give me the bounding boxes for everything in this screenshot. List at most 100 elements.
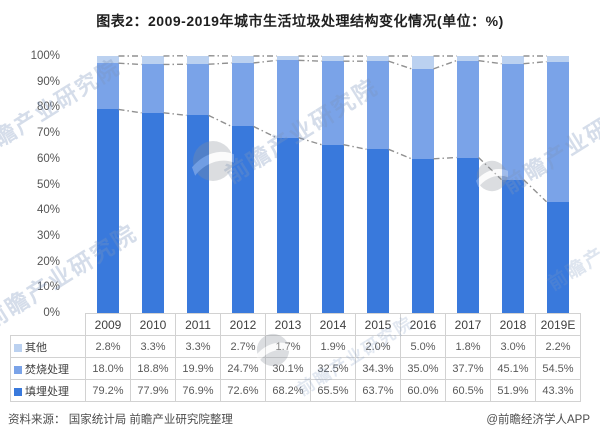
value-cell: 1.9%	[310, 335, 356, 358]
bar-segment	[231, 62, 254, 127]
value-cell: 24.7%	[220, 357, 266, 380]
value-cell: 68.2%	[265, 379, 311, 402]
chart-title: 图表2：2009-2019年城市生活垃圾处理结构变化情况(单位：%)	[96, 13, 504, 29]
bar-segment	[456, 60, 479, 158]
bar-segment	[411, 56, 434, 69]
value-cell: 65.5%	[310, 379, 356, 402]
legend-item: 焚烧处理	[10, 357, 86, 380]
value-cell: 3.3%	[175, 335, 221, 358]
year-cell: 2013	[265, 313, 311, 336]
value-cell: 1.7%	[265, 335, 311, 358]
value-cell: 63.7%	[355, 379, 401, 402]
year-cell: 2010	[130, 313, 176, 336]
bar-segment	[546, 56, 569, 62]
bar-segment	[141, 64, 164, 113]
y-tick-label: 90%	[36, 75, 60, 88]
value-cell: 32.5%	[310, 357, 356, 380]
bar-segment	[411, 158, 434, 313]
table-row: 填埋处理 79.2% 77.9% 76.9% 72.6% 68.2% 65.5% 63.7% 6…	[10, 379, 581, 402]
value-cell: 18.0%	[85, 357, 131, 380]
value-cell: 5.0%	[400, 335, 446, 358]
bar-segment	[276, 137, 299, 313]
legend-label: 填埋处理	[25, 385, 69, 398]
bar-segment	[546, 61, 569, 202]
credit-note: @前瞻经济学人APP	[486, 414, 590, 426]
footer: 资料来源： 国家统计局 前瞻产业研究院整理 @前瞻经济学人APP	[8, 411, 590, 427]
value-cell: 54.5%	[535, 357, 581, 380]
y-tick-label: 20%	[36, 255, 60, 268]
year-cell: 2018	[490, 313, 536, 336]
value-cell: 3.3%	[130, 335, 176, 358]
y-tick-label: 30%	[36, 229, 60, 242]
bar-segment	[321, 144, 344, 313]
bar-segment	[321, 56, 344, 62]
bar-segment	[186, 55, 209, 65]
value-cell: 35.0%	[400, 357, 446, 380]
year-cell: 2014	[310, 313, 356, 336]
year-cell: 2012	[220, 313, 266, 336]
value-cell: 51.9%	[490, 379, 536, 402]
value-cell: 19.9%	[175, 357, 221, 380]
y-tick-label: 50%	[36, 178, 60, 191]
value-cell: 60.5%	[445, 379, 491, 402]
y-tick-label: 40%	[36, 204, 60, 217]
bar-segment	[501, 179, 524, 313]
value-cell: 77.9%	[130, 379, 176, 402]
value-cell: 34.3%	[355, 357, 401, 380]
bar-segment	[96, 63, 119, 110]
value-cell: 1.8%	[445, 335, 491, 358]
y-tick-label: 10%	[36, 281, 60, 294]
value-cell: 60.0%	[400, 379, 446, 402]
value-cell: 72.6%	[220, 379, 266, 402]
y-tick-label: 60%	[36, 152, 60, 165]
year-cell: 2011	[175, 313, 221, 336]
bar-segment	[501, 56, 524, 64]
bar-segment	[366, 149, 389, 313]
legend-item: 填埋处理	[10, 379, 86, 402]
bar-segment	[276, 60, 299, 138]
bar-segment	[321, 61, 344, 145]
value-cell: 45.1%	[490, 357, 536, 380]
bar-segment	[276, 56, 299, 61]
bar-segment	[186, 64, 209, 116]
value-cell: 2.8%	[85, 335, 131, 358]
bar-segment	[456, 56, 479, 61]
bar-segment	[501, 63, 524, 180]
y-tick-label: 70%	[36, 127, 60, 140]
value-cell: 30.1%	[265, 357, 311, 380]
legend-item: 其他	[10, 335, 86, 358]
legend-swatch	[14, 365, 22, 374]
year-cell: 2019E	[535, 313, 581, 336]
bar-segment	[141, 112, 164, 313]
bar-segment	[456, 157, 479, 313]
value-cell: 76.9%	[175, 379, 221, 402]
year-cell: 2015	[355, 313, 401, 336]
legend-swatch	[14, 343, 22, 352]
value-cell: 2.2%	[535, 335, 581, 358]
bar-segment	[366, 56, 389, 62]
value-cell: 2.0%	[355, 335, 401, 358]
y-tick-label: 0%	[43, 307, 60, 319]
bar-segment	[411, 68, 434, 159]
y-tick-label: 100%	[30, 50, 60, 62]
bar-segment	[96, 56, 119, 64]
value-cell: 37.7%	[445, 357, 491, 380]
table-row: 其他 2.8% 3.3% 3.3% 2.7% 1.7% 1.9% 2.0% 5.0% 1.8% 3.…	[10, 335, 581, 358]
value-cell: 3.0%	[490, 335, 536, 358]
data-table: 2009 2010 2011 2012 2013 2014 2015 2016 2017 2018…	[10, 313, 581, 402]
bar-segment	[231, 126, 254, 313]
legend-swatch	[14, 387, 22, 396]
value-cell: 79.2%	[85, 379, 131, 402]
source-note: 资料来源： 国家统计局 前瞻产业研究院整理	[8, 414, 233, 426]
bar-segment	[186, 115, 209, 313]
bar-segment	[366, 61, 389, 150]
bar-segment	[96, 109, 119, 313]
bar-segment	[141, 56, 164, 65]
year-cell: 2017	[445, 313, 491, 336]
legend-label: 焚烧处理	[25, 363, 69, 376]
bar-segment	[546, 201, 569, 313]
value-cell: 43.3%	[535, 379, 581, 402]
value-cell: 18.8%	[130, 357, 176, 380]
table-row: 焚烧处理 18.0% 18.8% 19.9% 24.7% 30.1% 32.5% 34.3% 3…	[10, 357, 581, 380]
